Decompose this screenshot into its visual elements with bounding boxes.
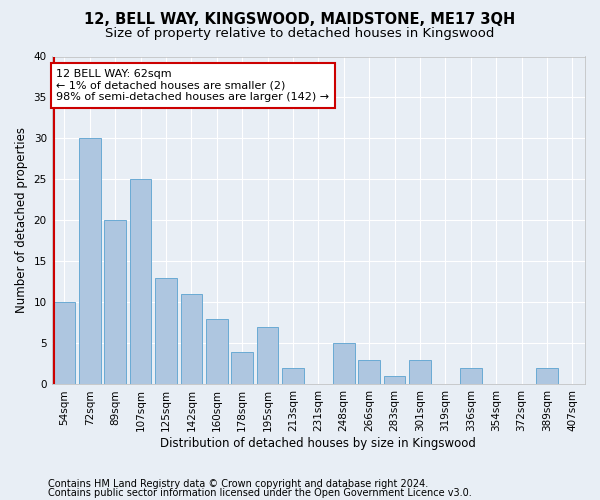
Bar (53, 302, 75, 384)
Text: 12 BELL WAY: 62sqm
← 1% of detached houses are smaller (2)
98% of semi-detached : 12 BELL WAY: 62sqm ← 1% of detached hous… (56, 69, 329, 102)
Bar (130, 180, 151, 384)
Bar (206, 319, 227, 384)
Text: Size of property relative to detached houses in Kingswood: Size of property relative to detached ho… (106, 28, 494, 40)
Bar (155, 278, 177, 384)
Bar (104, 220, 126, 384)
Bar (333, 344, 355, 384)
Text: Contains HM Land Registry data © Crown copyright and database right 2024.: Contains HM Land Registry data © Crown c… (48, 479, 428, 489)
Text: 12, BELL WAY, KINGSWOOD, MAIDSTONE, ME17 3QH: 12, BELL WAY, KINGSWOOD, MAIDSTONE, ME17… (85, 12, 515, 28)
Bar (282, 368, 304, 384)
Text: Contains public sector information licensed under the Open Government Licence v3: Contains public sector information licen… (48, 488, 472, 498)
Bar (79, 138, 101, 384)
Bar (384, 376, 406, 384)
Bar (232, 352, 253, 384)
Bar (409, 360, 431, 384)
X-axis label: Distribution of detached houses by size in Kingswood: Distribution of detached houses by size … (160, 437, 476, 450)
Bar (536, 368, 557, 384)
Bar (460, 368, 482, 384)
Y-axis label: Number of detached properties: Number of detached properties (15, 128, 28, 314)
Bar (257, 327, 278, 384)
Bar (181, 294, 202, 384)
Bar (358, 360, 380, 384)
